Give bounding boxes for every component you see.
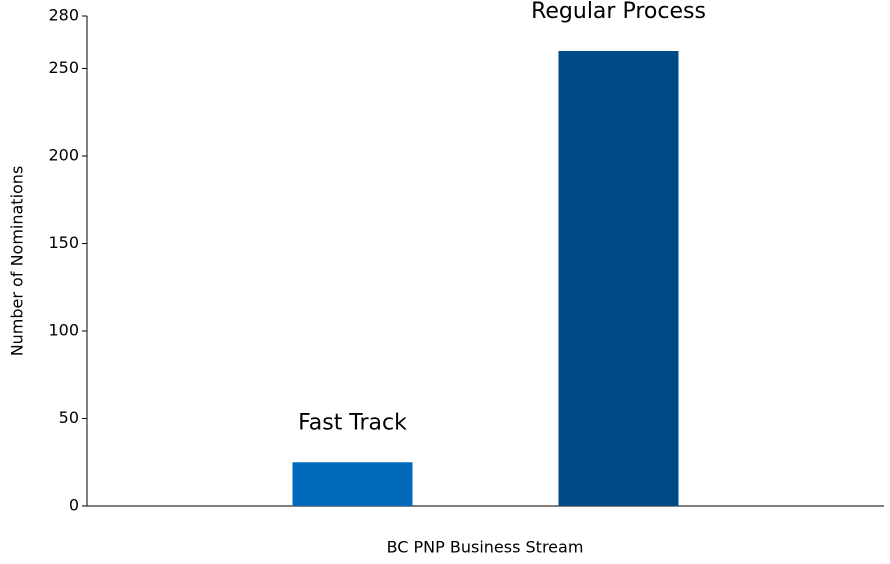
y-tick-label: 150 xyxy=(48,233,79,252)
bar-category-label: Fast Track xyxy=(298,410,407,435)
y-tick-label: 100 xyxy=(48,321,79,340)
bar xyxy=(292,462,413,506)
y-tick-label: 200 xyxy=(48,146,79,165)
bar-category-label: Regular Process xyxy=(531,0,706,24)
y-tick-label: 250 xyxy=(48,58,79,77)
y-tick-label: 0 xyxy=(69,496,79,515)
y-tick-label: 50 xyxy=(59,408,79,427)
bar xyxy=(558,51,679,506)
y-tick-label: 280 xyxy=(48,6,79,25)
y-axis-label: Number of Nominations xyxy=(8,166,27,357)
x-axis-label: BC PNP Business Stream xyxy=(387,538,584,557)
